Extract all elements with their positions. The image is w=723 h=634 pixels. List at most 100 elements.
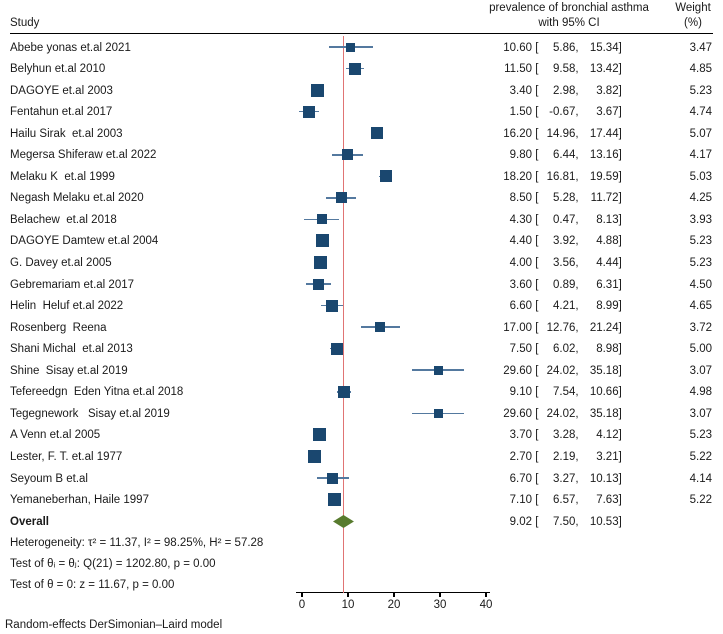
study-label: DAGOYE Damtew et.al 2004 [10, 235, 159, 248]
study-row: Tefereedgn Eden Yitna et.al 2018 9.10 [7.… [0, 381, 723, 403]
estimate-cell: 11.50 [9.58, 13.42] [504, 63, 622, 76]
study-label: Yemaneberhan, Haile 1997 [10, 494, 149, 507]
study-row: Melaku K et.al 1999 18.20 [16.81, 19.59] 5.… [0, 166, 723, 188]
estimate-cell: 6.60 [4.21, 8.99] [509, 300, 622, 313]
weight-cell: 5.22 [689, 494, 712, 507]
study-label: Abebe yonas et.al 2021 [10, 41, 131, 54]
study-label: Negash Melaku et.al 2020 [10, 192, 144, 205]
weight-cell: 5.07 [689, 127, 712, 140]
study-row: Negash Melaku et.al 2020 8.50 [5.28, 11.72… [0, 187, 723, 209]
x-tick-label: 20 [387, 599, 401, 611]
study-row: DAGOYE et.al 2003 3.40 [2.98, 3.82] 5.23 [0, 80, 723, 102]
study-row: Tegegnework Sisay et.al 2019 29.60 [24.02… [0, 403, 723, 425]
model-footnote: Random-effects DerSimonian–Laird model [5, 619, 223, 631]
x-tick [485, 592, 487, 597]
study-label: A Venn et.al 2005 [10, 429, 101, 442]
study-row: Abebe yonas et.al 2021 10.60 [5.86, 15.34]… [0, 37, 723, 59]
study-label: Seyoum B et.al [10, 472, 88, 485]
weight-cell: 3.07 [689, 407, 712, 420]
estimate-cell: 29.60 [24.02, 35.18] [503, 364, 622, 377]
estimate-cell: 7.50 [6.02, 8.98] [509, 343, 622, 356]
study-row: Gebremariam et.al 2017 3.60 [0.89, 6.31] 4.… [0, 274, 723, 296]
study-label: Fentahun et.al 2017 [10, 106, 113, 119]
weight-cell: 4.98 [689, 386, 712, 399]
estimate-cell: 7.10 [6.57, 7.63] [509, 494, 622, 507]
study-row: A Venn et.al 2005 3.70 [3.28, 4.12] 5.23 [0, 424, 723, 446]
estimate-cell: 3.40 [2.98, 3.82] [509, 84, 622, 97]
weight-cell: 5.23 [689, 257, 712, 269]
study-row: Belyhun et.al 2010 11.50 [9.58, 13.42] 4.85 [0, 58, 723, 80]
x-tick-label: 40 [479, 599, 493, 611]
estimate-cell: 1.50 [-0.67, 3.67] [509, 106, 622, 119]
x-axis [296, 592, 490, 594]
estimate-cell: 6.70 [3.27, 10.13] [509, 472, 622, 485]
estimate-cell: 18.20 [16.81, 19.59] [503, 170, 622, 183]
study-row: Hailu Sirak et.al 2003 16.20 [14.96, 17.44… [0, 123, 723, 145]
estimate-cell: 29.60 [24.02, 35.18] [503, 407, 622, 420]
weight-cell: 3.47 [689, 41, 712, 54]
estimate-cell: 9.80 [6.44, 13.16] [509, 149, 622, 162]
estimate-cell: 8.50 [5.28, 11.72] [509, 192, 622, 205]
study-label: Belyhun et.al 2010 [10, 63, 106, 76]
study-label: Melaku K et.al 1999 [10, 170, 115, 183]
weight-cell: 4.14 [689, 472, 712, 485]
weight-cell: 4.65 [689, 300, 712, 313]
weight-cell: 5.23 [689, 84, 712, 97]
study-label: Shine Sisay et.al 2019 [10, 364, 128, 377]
study-row: Rosenberg Reena 17.00 [12.76, 21.24] 3.72 [0, 317, 723, 339]
x-tick-label: 30 [433, 599, 447, 611]
study-label: Tefereedgn Eden Yitna et.al 2018 [10, 386, 184, 399]
x-tick [393, 592, 395, 597]
estimate-cell: 3.60 [0.89, 6.31] [509, 278, 622, 291]
test-theta-zero-stats: Test of θ = 0: z = 11.67, p = 0.00 [10, 579, 175, 591]
reference-line [342, 36, 345, 593]
study-row: Yemaneberhan, Haile 1997 7.10 [6.57, 7.63]… [0, 489, 723, 511]
estimate-cell: 9.10 [7.54, 10.66] [509, 386, 622, 399]
study-label: Megersa Shiferaw et.al 2022 [10, 149, 157, 162]
study-label: Lester, F. T. et.al 1977 [10, 450, 123, 463]
estimate-cell: 16.20 [14.96, 17.44] [503, 127, 622, 140]
study-label: Tegegnework Sisay et.al 2019 [10, 407, 170, 420]
study-label: G. Davey et.al 2005 [10, 257, 112, 269]
overall-row: Overall 9.02 [7.50, 10.53] [0, 511, 723, 533]
study-label: DAGOYE et.al 2003 [10, 84, 113, 97]
x-tick [347, 592, 349, 597]
weight-cell: 5.23 [689, 235, 712, 248]
estimate-cell: 2.70 [2.19, 3.21] [509, 450, 622, 463]
x-tick [439, 592, 441, 597]
study-row: Helin Heluf et.al 2022 6.60 [4.21, 8.99] 4.… [0, 295, 723, 317]
study-label: Belachew et.al 2018 [10, 213, 117, 226]
weight-cell: 5.23 [689, 429, 712, 442]
weight-cell: 5.00 [689, 343, 712, 356]
heterogeneity-stats: Heterogeneity: τ² = 11.37, I² = 98.25%, … [10, 537, 264, 549]
study-label: Hailu Sirak et.al 2003 [10, 127, 123, 140]
weight-cell: 4.50 [689, 278, 712, 291]
study-row: G. Davey et.al 2005 4.00 [3.56, 4.44] 5.23 [0, 252, 723, 274]
study-label: Helin Heluf et.al 2022 [10, 300, 124, 313]
study-row: Shani Michal et.al 2013 7.50 [6.02, 8.98] 5… [0, 338, 723, 360]
weight-column-header-line2: (%) [684, 17, 702, 29]
weight-cell: 5.22 [689, 450, 712, 463]
estimate-cell: 9.02 [7.50, 10.53] [509, 516, 622, 529]
weight-column-header-line1: Weight [675, 2, 711, 14]
study-row: Shine Sisay et.al 2019 29.60 [24.02, 35.18… [0, 360, 723, 382]
x-tick-label: 10 [341, 599, 355, 611]
estimate-cell: 4.40 [3.92, 4.88] [509, 235, 622, 248]
weight-cell: 4.74 [689, 106, 712, 119]
overall-label: Overall [10, 516, 49, 529]
header-divider-line [10, 33, 713, 34]
x-tick [301, 592, 303, 597]
study-column-header: Study [10, 17, 40, 29]
weight-cell: 4.17 [689, 149, 712, 162]
estimate-cell: 4.30 [0.47, 8.13] [509, 213, 622, 226]
effect-column-header-line1: prevalence of bronchial asthma [489, 2, 649, 14]
x-tick-label: 0 [298, 599, 306, 611]
study-label: Rosenberg Reena [10, 321, 107, 334]
weight-cell: 5.03 [689, 170, 712, 183]
study-row: Fentahun et.al 2017 1.50 [-0.67, 3.67] 4.74 [0, 101, 723, 123]
weight-cell: 3.93 [689, 213, 712, 226]
study-label: Gebremariam et.al 2017 [10, 278, 135, 291]
estimate-cell: 10.60 [5.86, 15.34] [503, 41, 622, 54]
estimate-cell: 3.70 [3.28, 4.12] [509, 429, 622, 442]
test-theta-ij-stats: Test of θᵢ = θⱼ: Q(21) = 1202.80, p = 0.… [10, 558, 216, 570]
